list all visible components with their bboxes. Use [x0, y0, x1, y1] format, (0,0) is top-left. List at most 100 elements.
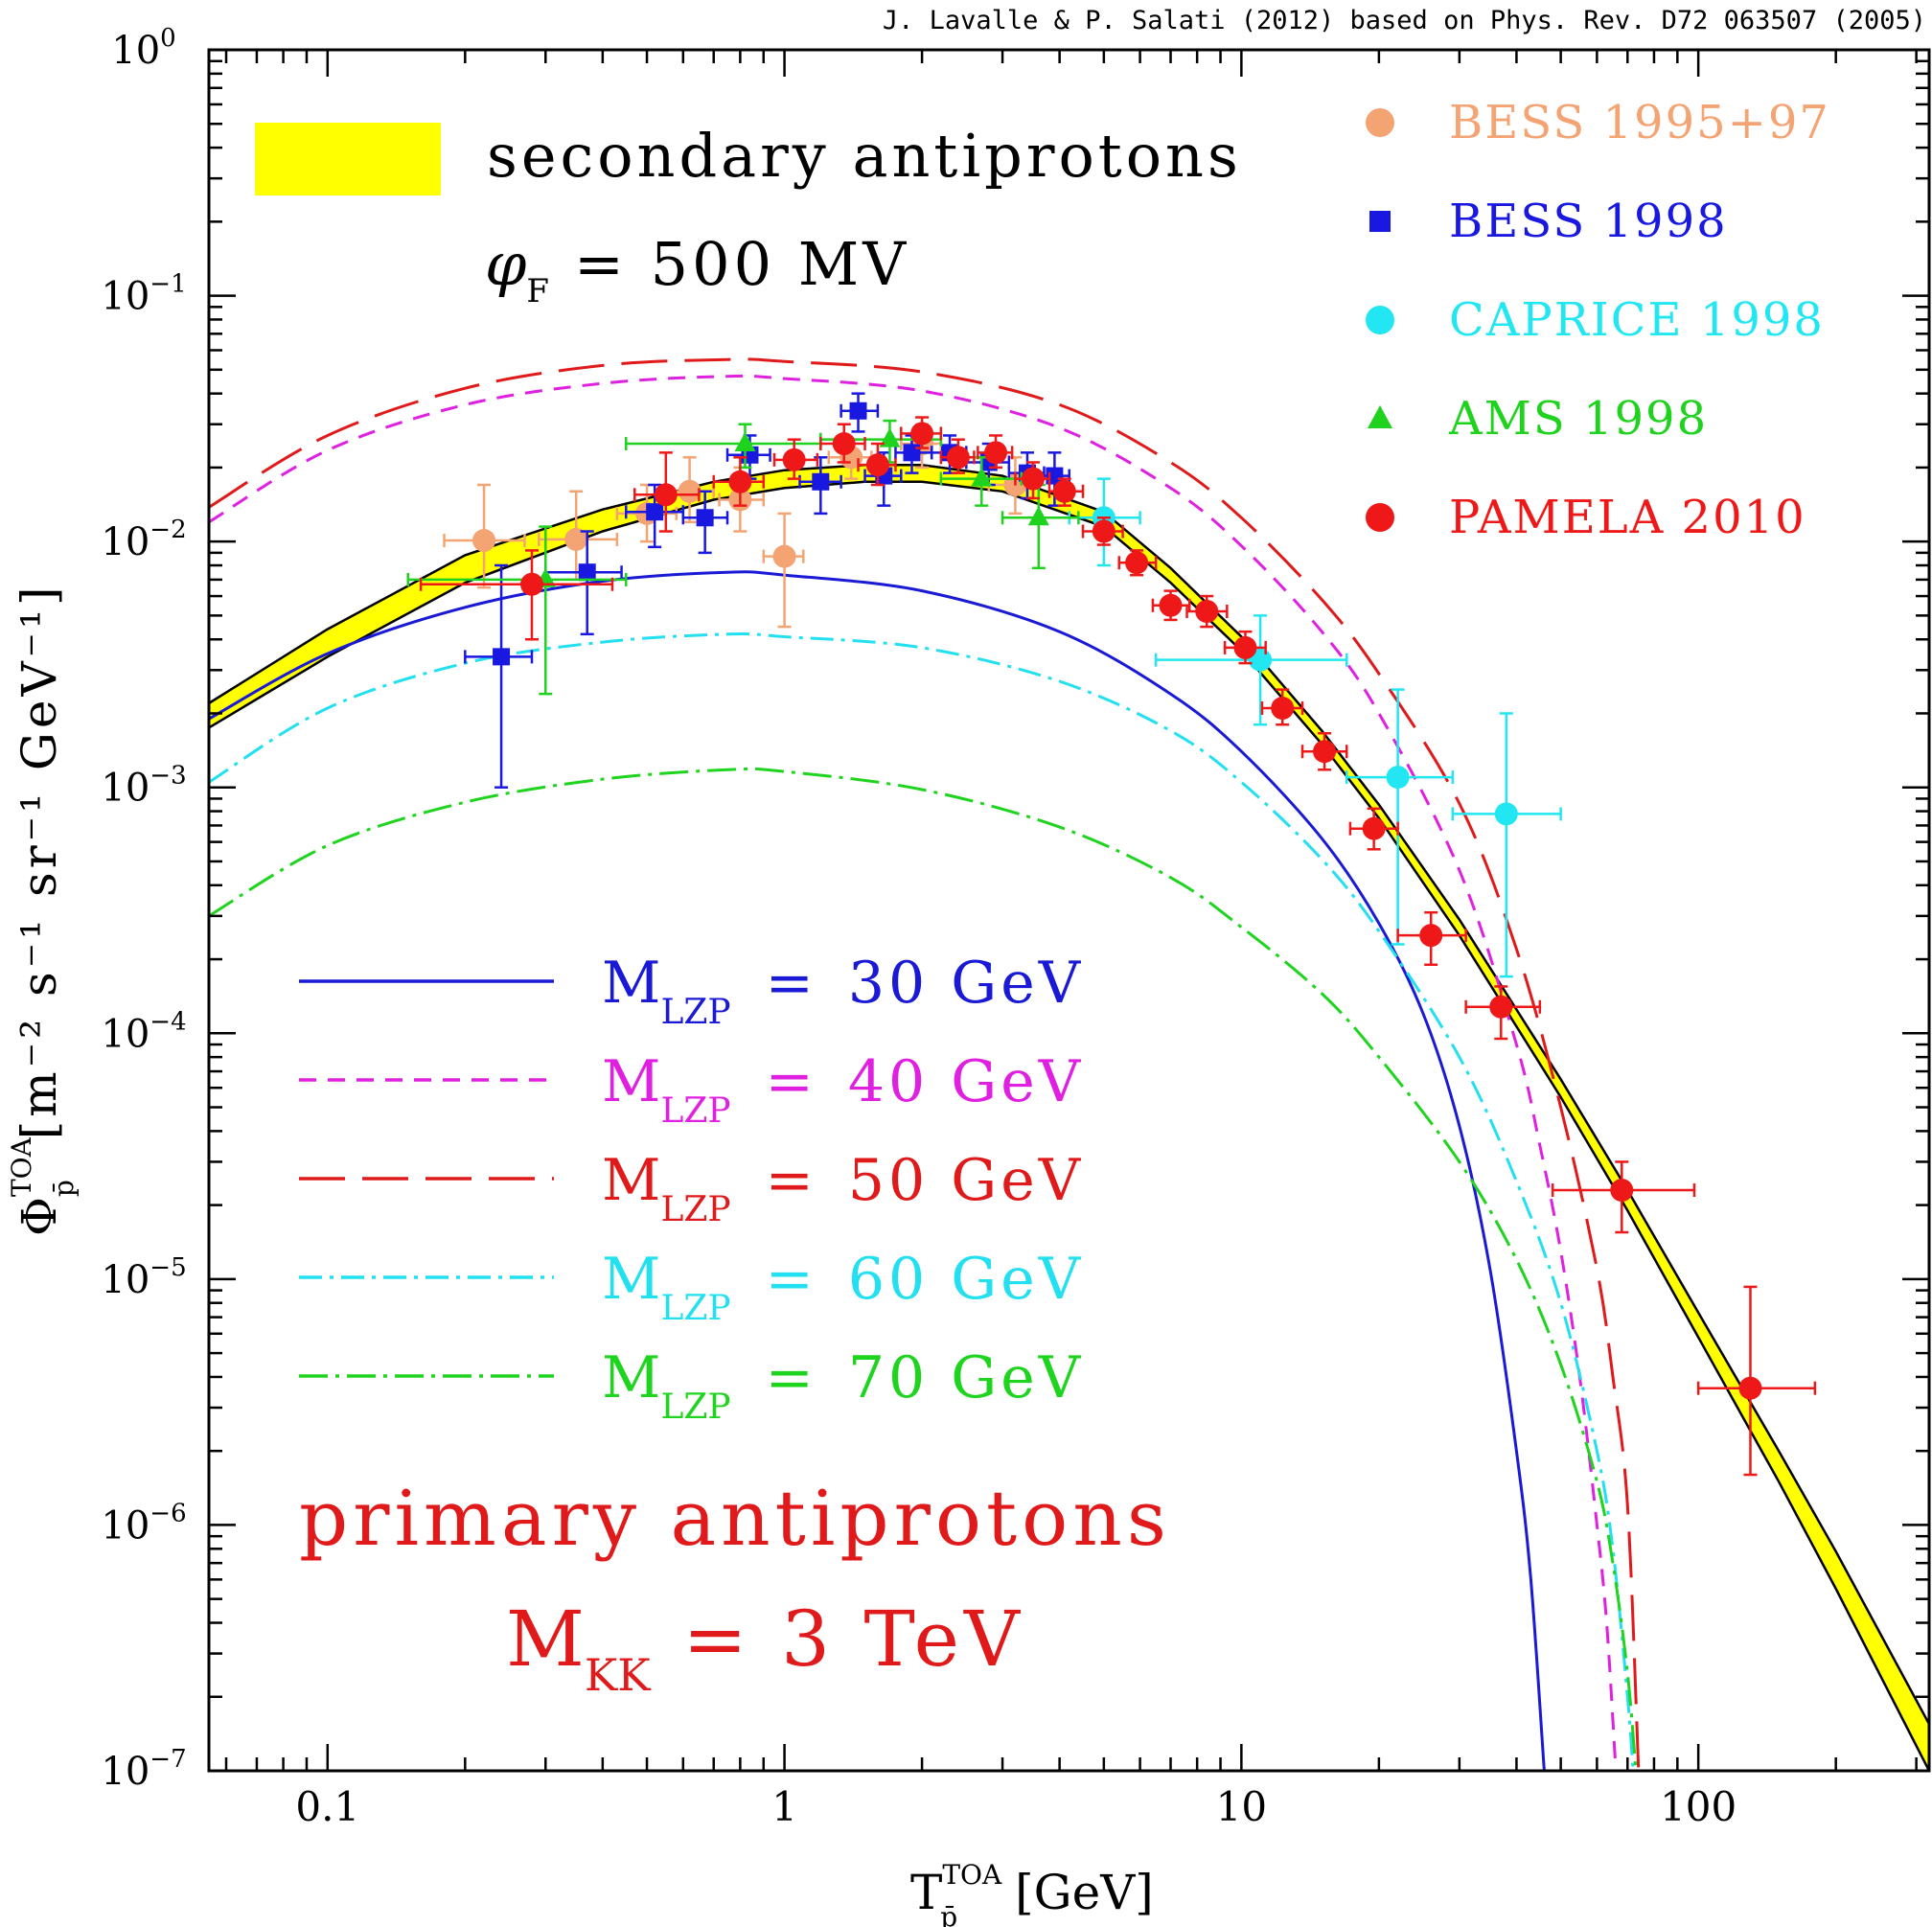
- primary-label: primary antiprotons: [299, 1474, 1171, 1563]
- y-tick-exponent: −4: [150, 1007, 186, 1036]
- y-tick-exponent: −1: [150, 270, 186, 299]
- data-point: [840, 392, 880, 433]
- data-point: [1396, 910, 1467, 967]
- line-legend-eq: =: [766, 1147, 814, 1214]
- data-points-layer: [406, 392, 1817, 1477]
- line-legend-label: MLZP = 40 GeV: [602, 1048, 1084, 1131]
- marker-circle: [1494, 802, 1518, 826]
- y-tick-label: 100: [111, 24, 175, 73]
- marker-circle: [1489, 995, 1513, 1019]
- legend-marker-circle: [1366, 306, 1394, 334]
- band-legend-swatch: [255, 123, 441, 195]
- data-legend: BESS 1995+97 BESS 1998 CAPRICE 1998 AMS 199…: [1366, 96, 1830, 544]
- data-point: [443, 483, 526, 589]
- y-tick-exponent: −6: [150, 1499, 186, 1527]
- mkk-value: = 3 TeV: [683, 1594, 1024, 1684]
- marker-circle: [472, 529, 496, 553]
- line-legend-eq: =: [766, 1344, 814, 1411]
- x-label-unit: [GeV]: [1015, 1865, 1154, 1920]
- y-tick-base: 10: [101, 1258, 150, 1302]
- line-legend-sub: LZP: [660, 1289, 730, 1328]
- line-legend-eq: =: [766, 950, 814, 1017]
- y-tick-base: 10: [111, 29, 160, 73]
- primary-curve-70-gev: [209, 767, 1638, 1771]
- marker-circle: [984, 441, 1008, 465]
- y-tick-label: 10−2: [101, 516, 186, 564]
- line-legend-m: M: [602, 1147, 660, 1214]
- mkk-sub: KK: [585, 1649, 652, 1701]
- line-legend-m: M: [602, 1048, 660, 1115]
- x-tick-label: 0.1: [295, 1783, 359, 1830]
- data-point: [1300, 731, 1348, 771]
- x-tick-labels: 0.1 1 10 100: [295, 1783, 1736, 1830]
- data-point: [857, 442, 897, 487]
- data-point: [632, 451, 701, 533]
- data-legend-item: CAPRICE 1998: [1366, 293, 1823, 347]
- marker-square: [578, 563, 596, 582]
- marker-circle: [1195, 600, 1219, 624]
- dataset-pamela-2010: [419, 416, 1817, 1477]
- line-legend-item: MLZP = 70 GeV: [299, 1344, 1084, 1427]
- data-legend-label: BESS 1995+97: [1449, 96, 1830, 149]
- y-label-unit: [m⁻² s⁻¹ sr⁻¹ GeV⁻¹]: [12, 583, 67, 1139]
- legend-marker-circle: [1366, 503, 1394, 532]
- data-legend-label: PAMELA 2010: [1449, 491, 1806, 544]
- marker-circle: [728, 470, 752, 493]
- marker-circle: [654, 483, 678, 507]
- y-label-sup: TOA: [6, 1136, 37, 1197]
- x-axis-label: TTOA p̄ [GeV]: [910, 1859, 1154, 1927]
- marker-triangle: [1027, 506, 1049, 526]
- x-label-sub: p̄: [940, 1901, 957, 1927]
- y-tick-base: 10: [101, 767, 150, 811]
- marker-circle: [678, 479, 702, 503]
- data-point: [939, 438, 976, 474]
- line-legend-label: MLZP = 30 GeV: [602, 950, 1084, 1032]
- phi-f-label: φF = 500 MV: [485, 229, 909, 310]
- data-legend-item: BESS 1995+97: [1366, 96, 1830, 149]
- data-point: [1223, 630, 1267, 665]
- legend-marker-triangle: [1368, 405, 1392, 428]
- line-legend-m: M: [602, 1344, 660, 1411]
- x-tick-label: 10: [1216, 1783, 1267, 1830]
- line-legend-m: M: [602, 1246, 660, 1313]
- marker-square: [696, 509, 714, 527]
- marker-square: [646, 503, 664, 521]
- line-legend-value: 70 GeV: [848, 1344, 1084, 1411]
- y-label-sub: p̄: [48, 1180, 80, 1197]
- y-tick-exponent: −2: [150, 516, 186, 544]
- band-legend-label: secondary antiprotons: [487, 121, 1242, 191]
- data-point: [798, 456, 842, 516]
- mkk-label: MKK = 3 TeV: [506, 1594, 1024, 1701]
- line-legend-value: 50 GeV: [848, 1147, 1084, 1214]
- x-tick-label: 100: [1660, 1783, 1736, 1830]
- y-axis-label-group: ΦTOA p̄ [m⁻² s⁻¹ sr⁻¹ GeV⁻¹]: [6, 583, 80, 1236]
- credit-text: J. Lavalle & P. Salati (2012) based on P…: [883, 6, 1926, 35]
- data-legend-label: BESS 1998: [1449, 195, 1728, 248]
- marker-circle: [1092, 519, 1116, 543]
- phi-subscript: F: [526, 272, 549, 310]
- marker-circle: [1419, 924, 1443, 948]
- line-legend-sub: LZP: [660, 1091, 730, 1131]
- data-legend-item: AMS 1998: [1368, 392, 1706, 446]
- marker-circle: [1271, 697, 1295, 721]
- secondary-band-fill: [209, 465, 1929, 1771]
- line-legend-value: 40 GeV: [848, 1048, 1084, 1115]
- line-legend-m: M: [602, 950, 660, 1017]
- y-tick-label: 10−3: [101, 762, 186, 811]
- y-tick-exponent: −3: [150, 762, 186, 791]
- marker-circle: [1052, 479, 1076, 503]
- marker-circle: [1362, 816, 1386, 840]
- secondary-band-lower-edge: [209, 480, 1929, 1771]
- data-point: [1551, 1160, 1696, 1234]
- data-point: [1451, 712, 1562, 978]
- marker-triangle: [971, 467, 993, 487]
- y-label-main: Φ: [12, 1197, 67, 1236]
- marker-circle: [1021, 467, 1045, 491]
- y-tick-label: 10−6: [101, 1499, 186, 1548]
- data-point: [1151, 589, 1191, 622]
- y-tick-exponent: −5: [150, 1253, 186, 1282]
- phi-value: = 500 MV: [574, 229, 909, 299]
- data-point: [1185, 594, 1229, 629]
